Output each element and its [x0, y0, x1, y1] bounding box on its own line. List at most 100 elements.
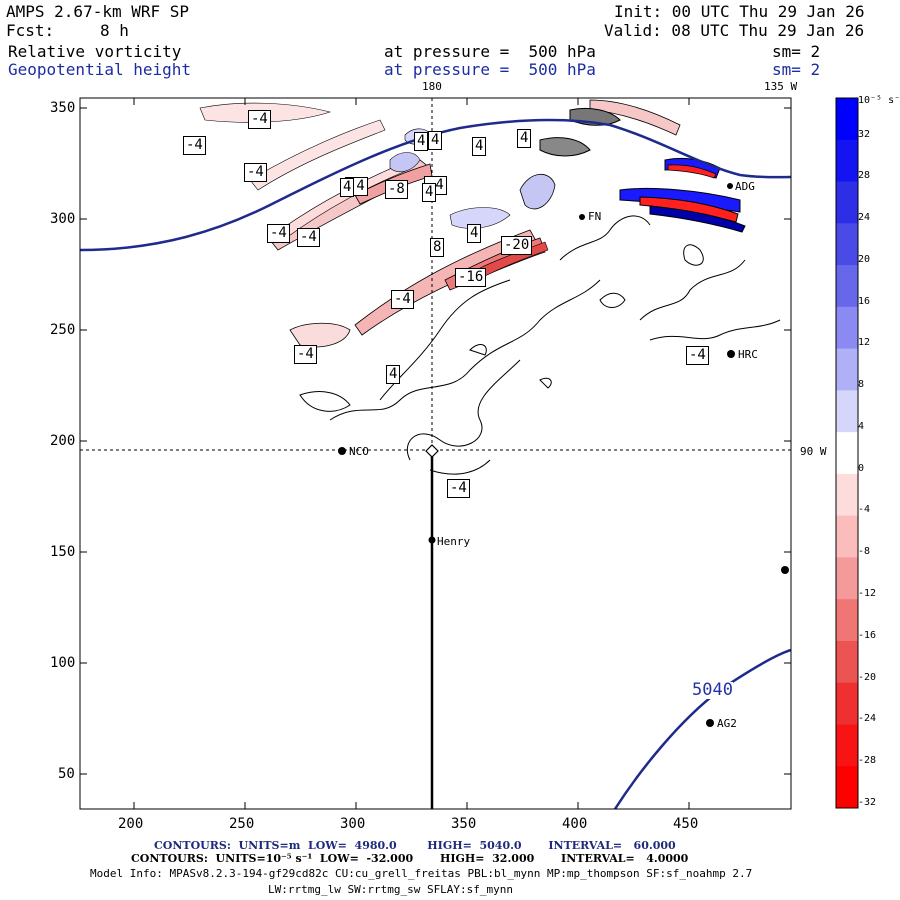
vorticity-contour-label: 4 — [386, 365, 401, 385]
station-dot-edge — [781, 566, 789, 574]
colorbar — [835, 97, 859, 809]
field2-name: Geopotential height — [8, 60, 192, 79]
colorbar-swatch — [836, 348, 858, 391]
colorbar-label: 20 — [858, 253, 871, 265]
station-dot-ag2 — [706, 719, 714, 727]
colorbar-swatch — [836, 139, 858, 183]
colorbar-label: -20 — [858, 671, 877, 683]
colorbar-label: 28 — [858, 170, 871, 182]
station-dots — [338, 183, 789, 727]
colorbar-swatch — [836, 181, 858, 224]
vorticity-contour-label: -4 — [244, 163, 267, 183]
x-tick-250: 250 — [229, 816, 255, 832]
station-dot-hrc — [727, 350, 735, 358]
colorbar-swatch — [836, 223, 858, 266]
field2-smoothing: sm= 2 — [772, 60, 821, 79]
colorbar-swatch — [836, 265, 858, 308]
colorbar-label: -16 — [858, 629, 877, 641]
station-label-fn: FN — [588, 210, 602, 223]
contours-height-info: CONTOURS: UNITS=m LOW= 4980.0 HIGH= 5040… — [154, 839, 676, 852]
vorticity-contour-label: 4 — [422, 183, 437, 203]
colorbar-swatch — [836, 432, 858, 475]
valid-time: Valid: 08 UTC Thu 29 Jan 26 — [604, 21, 865, 40]
station-label-hrc: HRC — [738, 348, 758, 361]
colorbar-swatch — [836, 515, 858, 558]
colorbar-unit: 10⁻⁵ s⁻¹ — [858, 95, 900, 106]
x-tick-400: 400 — [562, 816, 588, 832]
field2-level: at pressure = 500 hPa — [384, 60, 596, 79]
colorbar-label: 32 — [858, 128, 871, 140]
field1-level: at pressure = 500 hPa — [384, 42, 596, 61]
colorbar-label: -32 — [858, 796, 877, 808]
colorbar-label: 8 — [858, 379, 865, 391]
y-tick-50: 50 — [58, 766, 75, 782]
colorbar-label: 12 — [858, 337, 871, 349]
vorticity-contour-label: 4 — [472, 137, 487, 157]
station-dot-fn — [579, 214, 585, 220]
vorticity-contour-label: 4 — [467, 224, 482, 244]
x-tick-350: 350 — [451, 816, 477, 832]
pole-marker — [425, 444, 439, 458]
colorbar-swatch — [836, 473, 858, 517]
station-label-henry: Henry — [437, 535, 471, 548]
colorbar-label: 0 — [858, 462, 865, 474]
vorticity-contour-label: -4 — [686, 346, 709, 366]
colorbar-label: 24 — [858, 212, 871, 224]
forecast-value: 8 h — [100, 21, 129, 40]
model-title: AMPS 2.67-km WRF SP — [6, 2, 190, 21]
colorbar-swatch — [836, 390, 858, 433]
colorbar-swatch — [836, 682, 858, 725]
contours-vort-info: CONTOURS: UNITS=10⁻⁵ s⁻¹ LOW= -32.000 HI… — [131, 852, 689, 865]
vorticity-contour-label: -16 — [455, 268, 487, 288]
vorticity-contour-label: 8 — [430, 238, 445, 258]
x-tick-450: 450 — [673, 816, 699, 832]
y-tick-150: 150 — [50, 544, 76, 560]
station-dot-nco — [338, 447, 346, 455]
vorticity-contour-label: -4 — [294, 345, 317, 365]
colorbar-label: -12 — [858, 588, 877, 599]
x-tick-200: 200 — [118, 816, 144, 832]
colorbar-swatch — [836, 98, 858, 141]
init-time: Init: 00 UTC Thu 29 Jan 26 — [614, 2, 865, 21]
forecast-label: Fcst: — [6, 21, 55, 40]
station-label-adg: ADG — [735, 180, 755, 193]
model-info-2: LW:rrtmg_lw SW:rrtmg_sw SFLAY:sf_mynn — [268, 883, 514, 896]
vorticity-contour-label: -4 — [248, 110, 271, 130]
plot-frame — [79, 97, 792, 810]
vorticity-contour-label: -4 — [267, 224, 290, 244]
y-tick-350: 350 — [50, 100, 76, 116]
axis-ticks — [80, 98, 791, 809]
colorbar-swatch — [836, 557, 858, 600]
y-tick-300: 300 — [50, 211, 76, 227]
y-tick-200: 200 — [50, 433, 76, 449]
vorticity-contour-label: -4 — [297, 228, 320, 248]
model-info: Model Info: MPASv8.2.3-194-gf29cd82c CU:… — [90, 867, 753, 880]
vorticity-contour-label: 4 — [340, 178, 355, 198]
station-label-nco: NCO — [349, 445, 369, 458]
lon-label-180: 180 — [422, 80, 442, 93]
colorbar-swatch — [836, 599, 858, 642]
station-label-ag2: AG2 — [717, 717, 737, 730]
vorticity-contour-label: -8 — [385, 180, 408, 200]
station-dot-adg — [727, 183, 733, 189]
colorbar-frame — [835, 97, 859, 809]
height-contour-label: 5040 — [692, 680, 733, 700]
vorticity-contour-label: -4 — [447, 479, 470, 499]
vorticity-contour-label: 4 — [428, 131, 443, 151]
colorbar-swatch — [836, 766, 858, 809]
colorbar-swatch — [836, 640, 858, 684]
colorbar-label: -4 — [858, 504, 871, 516]
x-tick-300: 300 — [340, 816, 366, 832]
field1-smoothing: sm= 2 — [772, 42, 821, 61]
vorticity-contour-label: 4 — [414, 132, 429, 152]
colorbar-label: -8 — [858, 546, 871, 558]
colorbar-label: 16 — [858, 295, 871, 307]
colorbar-label: 4 — [858, 420, 865, 432]
lon-label-90w: 90 W — [800, 445, 827, 458]
field1-name: Relative vorticity — [8, 42, 182, 61]
colorbar-swatch — [836, 306, 858, 350]
colorbar-label: -28 — [858, 755, 877, 767]
y-tick-250: 250 — [50, 322, 76, 338]
station-dot-henry — [428, 536, 436, 544]
